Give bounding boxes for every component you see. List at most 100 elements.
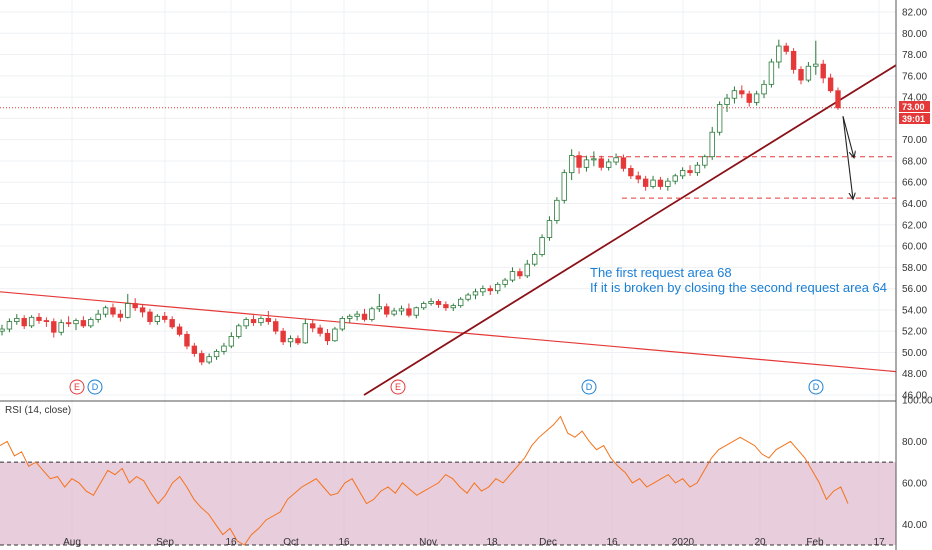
candle-body xyxy=(813,63,819,67)
candle-body xyxy=(310,323,316,329)
candle-body xyxy=(88,319,94,327)
candle-body xyxy=(339,317,346,330)
price-tick-label: 50.00 xyxy=(902,348,927,359)
event-marker-earnings: E xyxy=(69,379,85,395)
candle xyxy=(6,318,13,333)
candle-body xyxy=(139,307,146,313)
candle-body xyxy=(154,315,161,322)
price-tick-label: 54.00 xyxy=(902,305,927,316)
candle xyxy=(176,323,183,337)
candle-body xyxy=(169,319,175,328)
candle-body xyxy=(43,320,50,322)
candle-body xyxy=(21,317,27,327)
candle-body xyxy=(702,156,708,166)
candle-body xyxy=(576,155,582,168)
candle xyxy=(117,309,124,322)
candle xyxy=(465,292,471,302)
candle xyxy=(635,171,641,184)
candle xyxy=(80,316,87,328)
rsi-band xyxy=(0,461,896,546)
candle xyxy=(361,308,368,322)
event-marker-dividend: D xyxy=(808,379,824,395)
candle xyxy=(835,87,841,110)
candle-body xyxy=(421,303,427,309)
candle-body xyxy=(384,306,390,315)
rsi-axis[interactable]: 40.00 60.00 80.00 100.00 xyxy=(902,396,932,531)
support-trendline xyxy=(363,64,897,396)
price-tick-label: 58.00 xyxy=(902,263,927,274)
candle-body xyxy=(80,320,87,327)
candle-body xyxy=(206,356,212,363)
candle xyxy=(273,318,279,335)
candle-body xyxy=(672,175,678,182)
time-axis[interactable]: Aug Sep 16 Oct 16 Nov 18 Dec 16 2020 20 Feb 17 xyxy=(63,537,885,548)
axis-background xyxy=(896,0,932,550)
candle-body xyxy=(820,63,826,79)
candle-body xyxy=(790,50,797,70)
candle-body xyxy=(679,170,686,177)
candle-body xyxy=(502,279,508,285)
candle-body xyxy=(472,291,479,296)
candle-body xyxy=(583,159,590,168)
countdown-tag-value: 39:01 xyxy=(902,114,925,124)
candle-body xyxy=(302,323,309,344)
candle-body xyxy=(628,167,634,177)
candle-body xyxy=(213,350,220,358)
candle-body xyxy=(517,271,523,277)
price-tag-value: 73.00 xyxy=(902,102,925,112)
time-tick-label: Nov xyxy=(419,537,437,548)
price-tick-label: 48.00 xyxy=(902,369,927,380)
candle xyxy=(317,324,323,337)
candle xyxy=(36,313,42,324)
candle-body xyxy=(280,330,286,343)
candle-body xyxy=(605,161,612,168)
candle-body xyxy=(783,45,789,52)
candle-body xyxy=(561,172,567,201)
candle-body xyxy=(391,310,397,315)
candle xyxy=(790,48,797,74)
candle-body xyxy=(0,328,5,332)
candle xyxy=(169,316,175,330)
candle xyxy=(369,306,375,322)
price-axis[interactable]: 46.00 48.00 50.00 52.00 54.00 56.00 58.00 60.00… xyxy=(895,0,927,550)
candle xyxy=(827,73,834,93)
price-tick-label: 82.00 xyxy=(902,8,927,19)
arrow-to-68 xyxy=(842,116,854,157)
candle xyxy=(258,316,264,326)
candle-body xyxy=(620,157,627,169)
event-marker-label: D xyxy=(813,382,820,392)
candle-body xyxy=(827,77,834,92)
candle xyxy=(487,285,493,295)
candle-body xyxy=(28,316,35,327)
candle xyxy=(650,175,656,189)
candle xyxy=(391,307,397,317)
candle xyxy=(354,310,360,321)
candle-body xyxy=(768,61,775,85)
candle xyxy=(709,126,715,160)
candle-body xyxy=(14,317,20,322)
candle xyxy=(58,319,64,336)
price-tick-label: 76.00 xyxy=(902,71,927,82)
candle-body xyxy=(487,288,493,292)
time-tick-label: 17 xyxy=(873,537,885,548)
price-tick-label: 68.00 xyxy=(902,156,927,167)
event-marker-label: E xyxy=(74,382,80,392)
candle xyxy=(798,66,804,85)
candle xyxy=(724,93,730,113)
rsi-line xyxy=(0,415,849,546)
candle xyxy=(716,101,723,136)
candle xyxy=(605,158,612,171)
candle xyxy=(132,298,138,311)
candle-body xyxy=(332,328,338,342)
candle xyxy=(347,314,353,323)
candle xyxy=(761,80,767,99)
time-tick-label: Oct xyxy=(283,537,299,548)
candle xyxy=(102,305,109,318)
candle xyxy=(739,85,745,99)
candle xyxy=(450,303,456,311)
time-tick-label: 16 xyxy=(225,537,237,548)
candle xyxy=(213,349,220,360)
candle xyxy=(672,173,678,185)
